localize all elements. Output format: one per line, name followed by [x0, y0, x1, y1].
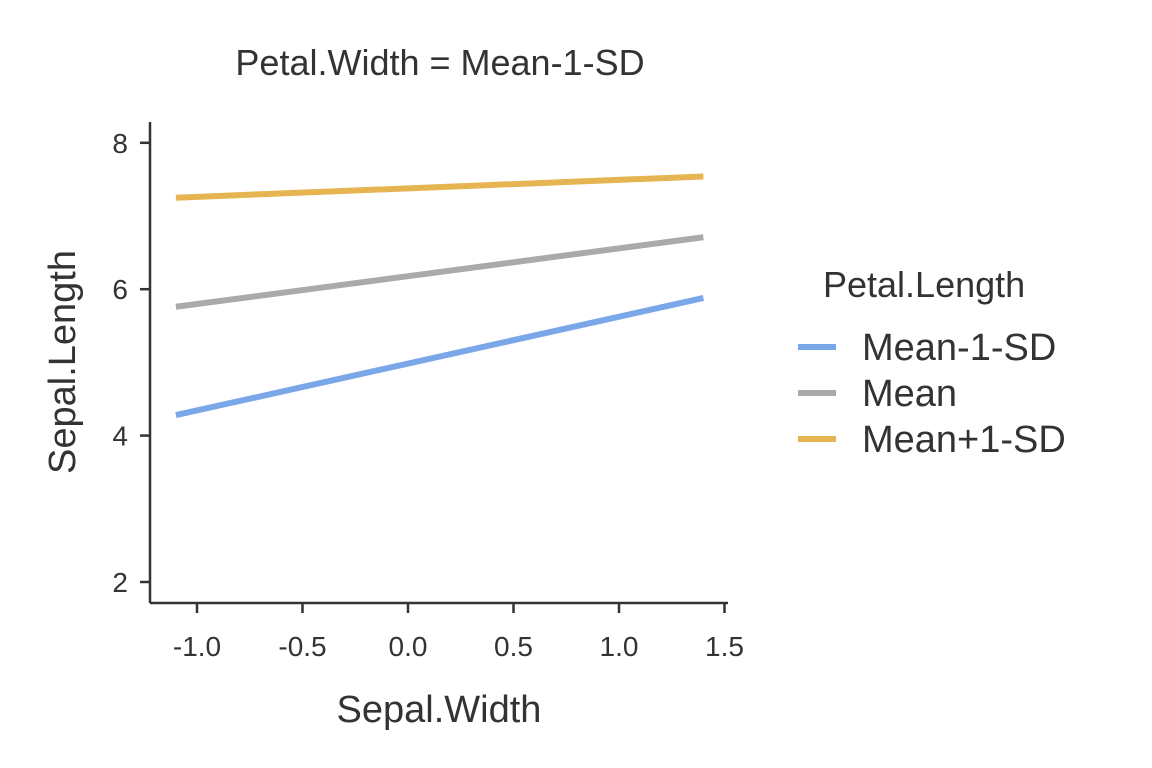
x-tick-label: -0.5 — [278, 631, 326, 662]
x-tick-label: 1.5 — [705, 631, 744, 662]
x-tick-label: 0.0 — [389, 631, 428, 662]
y-tick-label: 8 — [112, 128, 128, 159]
legend-label: Mean-1-SD — [862, 327, 1056, 369]
chart-title: Petal.Width = Mean-1-SD — [235, 42, 644, 83]
x-tick-label: -1.0 — [173, 631, 221, 662]
series-line — [175, 234, 704, 310]
legend-title: Petal.Length — [823, 264, 1025, 305]
x-ticks: -1.0 -0.5 0.0 0.5 1.0 1.5 — [173, 603, 744, 662]
y-tick-label: 6 — [112, 274, 128, 305]
axes: -1.0 -0.5 0.0 0.5 1.0 1.5 2 4 6 8 — [112, 122, 744, 662]
x-axis-title: Sepal.Width — [337, 689, 542, 731]
series-line — [175, 295, 705, 419]
y-tick-label: 4 — [112, 421, 128, 452]
legend-label: Mean+1-SD — [862, 419, 1066, 461]
x-tick-label: 0.5 — [494, 631, 533, 662]
series-lines — [175, 173, 705, 419]
series-line — [175, 173, 704, 201]
x-tick-label: 1.0 — [600, 631, 639, 662]
y-tick-label: 2 — [112, 567, 128, 598]
y-ticks: 2 4 6 8 — [112, 128, 150, 598]
legend-label: Mean — [862, 373, 957, 415]
y-axis-title: Sepal.Length — [42, 250, 84, 474]
